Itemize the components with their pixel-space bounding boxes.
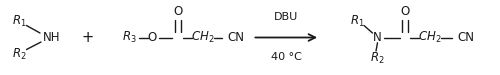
Text: NH: NH <box>42 31 60 44</box>
Text: $CH_2$: $CH_2$ <box>418 30 442 45</box>
Text: 40 °C: 40 °C <box>270 52 302 62</box>
Text: $\mathit{R}_1$: $\mathit{R}_1$ <box>350 13 364 29</box>
Text: $\mathit{R}_2$: $\mathit{R}_2$ <box>370 51 384 66</box>
Text: +: + <box>82 30 94 45</box>
Text: N: N <box>373 31 382 44</box>
Text: $\mathit{R}_2$: $\mathit{R}_2$ <box>12 46 27 62</box>
Text: O: O <box>400 5 409 18</box>
Text: CN: CN <box>458 31 474 44</box>
Text: O: O <box>148 31 157 44</box>
Text: DBU: DBU <box>274 11 298 22</box>
Text: O: O <box>173 5 182 18</box>
Text: $CH_2$: $CH_2$ <box>191 30 214 45</box>
Text: CN: CN <box>228 31 244 44</box>
Text: $\mathit{R}_3$: $\mathit{R}_3$ <box>122 30 137 45</box>
Text: $\mathit{R}_1$: $\mathit{R}_1$ <box>12 13 27 29</box>
